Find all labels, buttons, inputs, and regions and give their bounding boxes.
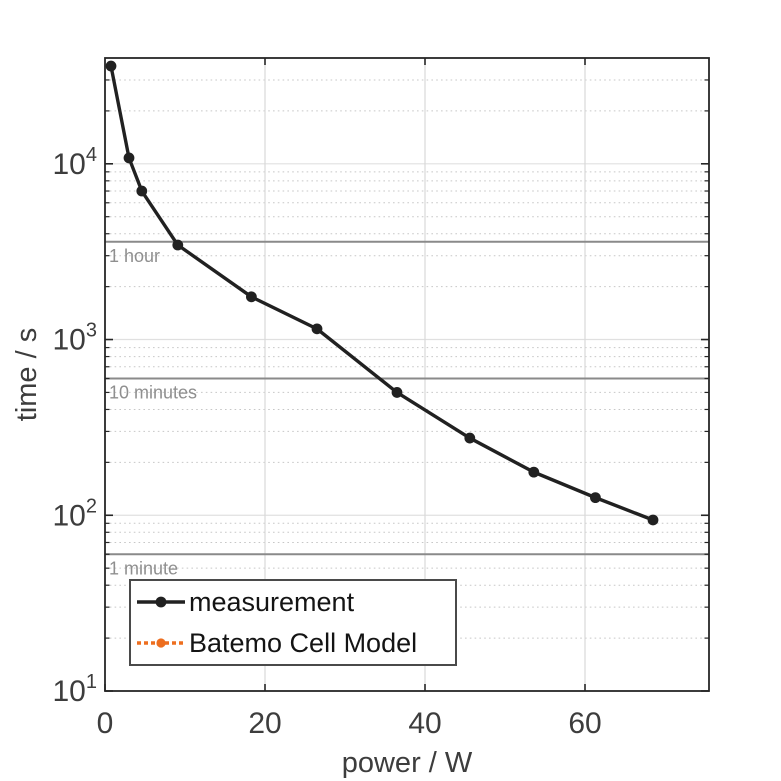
y-tick-label: 103 — [53, 320, 98, 357]
x-tick-label: 20 — [248, 707, 281, 740]
legend-label-batemo-cell-model: Batemo Cell Model — [189, 627, 418, 658]
annotation-label-10-minutes: 10 minutes — [109, 383, 197, 403]
y-tick-label: 102 — [53, 495, 98, 532]
measurement-line-sample — [137, 596, 185, 608]
measurement-marker — [391, 387, 403, 398]
annotation-label-1-minute: 1 minute — [109, 558, 178, 578]
legend-item-measurement: measurement — [137, 582, 455, 623]
measurement-marker — [590, 492, 601, 504]
legend-item-batemo-cell-model: Batemo Cell Model — [137, 623, 455, 664]
measurement-marker — [246, 291, 257, 303]
measurement-marker — [136, 185, 148, 197]
legend-label-measurement: measurement — [189, 586, 355, 617]
axes-frame — [104, 57, 710, 692]
x-tick-label: 0 — [97, 707, 114, 740]
measurement-marker — [464, 432, 476, 444]
x-tick-label: 60 — [568, 707, 601, 740]
measurement-marker — [528, 466, 540, 478]
y-tick-label: 104 — [53, 144, 98, 181]
measurement-marker — [105, 60, 117, 72]
measurement-marker — [172, 239, 184, 251]
y-axis-label: time / s — [11, 328, 43, 421]
measurement-curve — [109, 64, 655, 522]
x-axis-label: power / W — [342, 747, 473, 779]
legend: measurement Batemo Cell Model — [129, 579, 457, 666]
measurement-marker — [647, 514, 659, 526]
x-tick-label: 40 — [408, 707, 441, 740]
model-sample-marker — [156, 638, 166, 648]
annotation-label-1-hour: 1 hour — [109, 246, 160, 266]
y-tick-label: 101 — [53, 671, 98, 708]
model-line-sample — [137, 638, 185, 648]
measurement-marker — [311, 323, 323, 335]
measurement-sample-marker — [155, 596, 167, 608]
measurement-marker — [123, 152, 135, 164]
